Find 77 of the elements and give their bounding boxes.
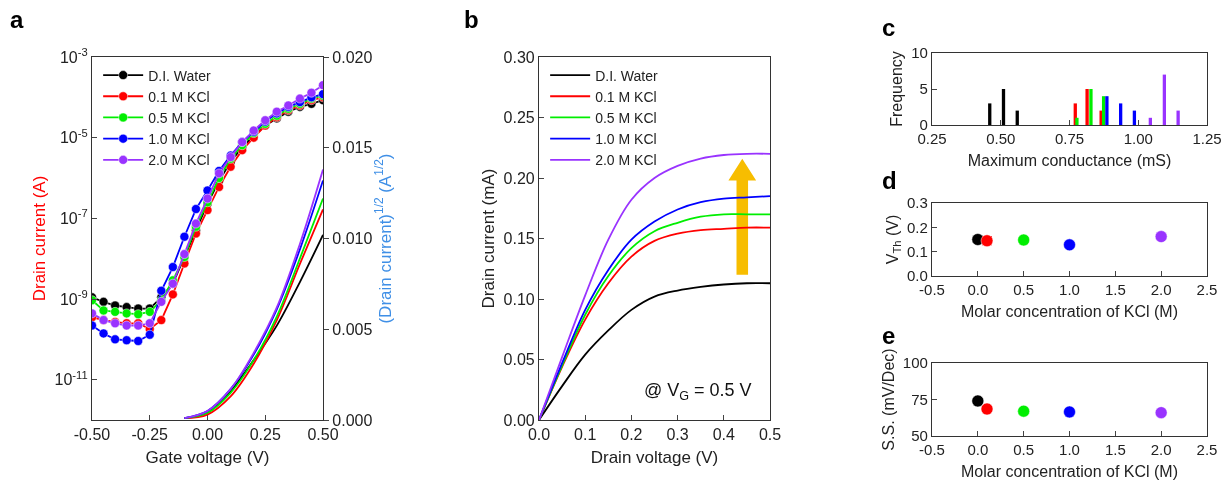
x-axis-title: Molar concentration of KCl (M) (961, 462, 1178, 480)
x-tick-label: 0.5 (758, 426, 782, 444)
x-tick-label: 1.5 (1104, 441, 1126, 459)
x-tick-label: 0.3 (666, 426, 689, 444)
legend-label: 2.0 M KCl (148, 152, 210, 169)
x-tick-label: 1.5 (1104, 281, 1126, 299)
x-tick-label: -0.50 (73, 426, 111, 444)
x-axis-title: Drain voltage (V) (590, 447, 719, 467)
x-tick-label: 0.5 (1013, 441, 1035, 459)
legend-label: 0.1 M KCl (148, 88, 210, 105)
x-tick-label: 2.5 (1196, 281, 1218, 299)
y-tick-label: 0.3 (907, 194, 928, 212)
y-tick-label: 0.10 (503, 290, 535, 308)
x-tick-label: 0.75 (1054, 130, 1085, 148)
legend-label: D.I. Water (148, 67, 211, 84)
y-tick-label: 10$^{-3}$ (59, 45, 88, 66)
legend-label: 0.5 M KCl (595, 109, 657, 126)
chart-title: b (464, 6, 479, 33)
x-tick-label: 1.0 (1059, 281, 1080, 299)
legend-label: 1.0 M KCl (595, 131, 657, 148)
legend-label: 0.5 M KCl (148, 109, 210, 126)
y-tick-label: 10$^{-9}$ (59, 287, 88, 308)
y-tick-label: 10 (911, 44, 928, 62)
y-tick-label: 75 (911, 390, 928, 408)
y-tick-label: 10$^{-5}$ (59, 126, 88, 147)
y-tick-label: 10$^{-7}$ (59, 207, 88, 227)
x-tick-label: 0.1 (574, 426, 597, 444)
y-axis-title: Drain current (A) (30, 175, 50, 302)
x-tick-label: 2.5 (1196, 441, 1218, 459)
y-tick-label: 0.1 (907, 242, 928, 260)
y-axis-title: Drain current (mA) (479, 168, 499, 309)
x-tick-label: 2.0 (1150, 281, 1172, 299)
x-tick-label: 0.25 (249, 426, 281, 444)
legend-label: 0.1 M KCl (595, 88, 657, 105)
chart-title: c (882, 14, 896, 41)
x-tick-label: 1.0 (1059, 441, 1080, 459)
y-tick-label: 10$^{-11}$ (54, 368, 88, 389)
y2-tick-label: 0.010 (332, 230, 373, 248)
y-tick-label: 0.25 (503, 109, 535, 127)
y2-tick-label: 0.005 (332, 320, 373, 338)
x-tick-label: 2.0 (1150, 441, 1172, 459)
y-axis-title: S.S. (mV/Dec) (879, 348, 897, 451)
chart-title: e (882, 322, 896, 349)
annotation: @ V$_{G}$ = 0.5 V (644, 380, 752, 403)
y2-tick-label: 0.000 (332, 411, 373, 429)
y2-tick-label: 0.015 (332, 139, 373, 157)
x-axis-title: Gate voltage (V) (145, 447, 270, 467)
x-tick-label: 0.0 (527, 426, 551, 444)
chart-title: d (882, 167, 897, 194)
x-tick-label: 0.4 (712, 426, 736, 444)
x-tick-label: 0.0 (967, 441, 989, 459)
y-axis-title: Frequency (888, 51, 906, 127)
y-tick-label: 0.30 (503, 48, 535, 66)
x-tick-label: 0.5 (1013, 281, 1035, 299)
chart-title: a (10, 6, 24, 33)
x-axis-title: Maximum conductance (mS) (967, 151, 1172, 169)
legend-label: D.I. Water (595, 67, 658, 84)
legend-label: 1.0 M KCl (148, 131, 210, 148)
x-tick-label: -0.25 (131, 426, 169, 444)
y2-tick-label: 0.020 (332, 48, 373, 66)
y-tick-label: 100 (902, 354, 928, 372)
x-axis-title: Molar concentration of KCl (M) (961, 302, 1178, 320)
x-tick-label: 0.50 (986, 130, 1016, 148)
y-tick-label: 0.20 (503, 169, 535, 187)
x-tick-label: 1.00 (1123, 130, 1153, 148)
x-tick-label: 1.25 (1192, 130, 1222, 148)
x-tick-label: 0.00 (191, 426, 224, 444)
x-tick-label: 0.2 (620, 426, 643, 444)
x-tick-label: 0.0 (967, 281, 989, 299)
y-tick-label: 0.05 (503, 351, 535, 369)
y-tick-label: 0.15 (503, 230, 535, 248)
y-tick-label: 0 (919, 116, 928, 134)
y-tick-label: 0.2 (907, 218, 928, 236)
legend-label: 2.0 M KCl (595, 152, 657, 169)
y-tick-label: 5 (919, 80, 928, 98)
x-tick-label: 0.50 (307, 426, 339, 444)
y-tick-label: 0.00 (503, 411, 535, 429)
